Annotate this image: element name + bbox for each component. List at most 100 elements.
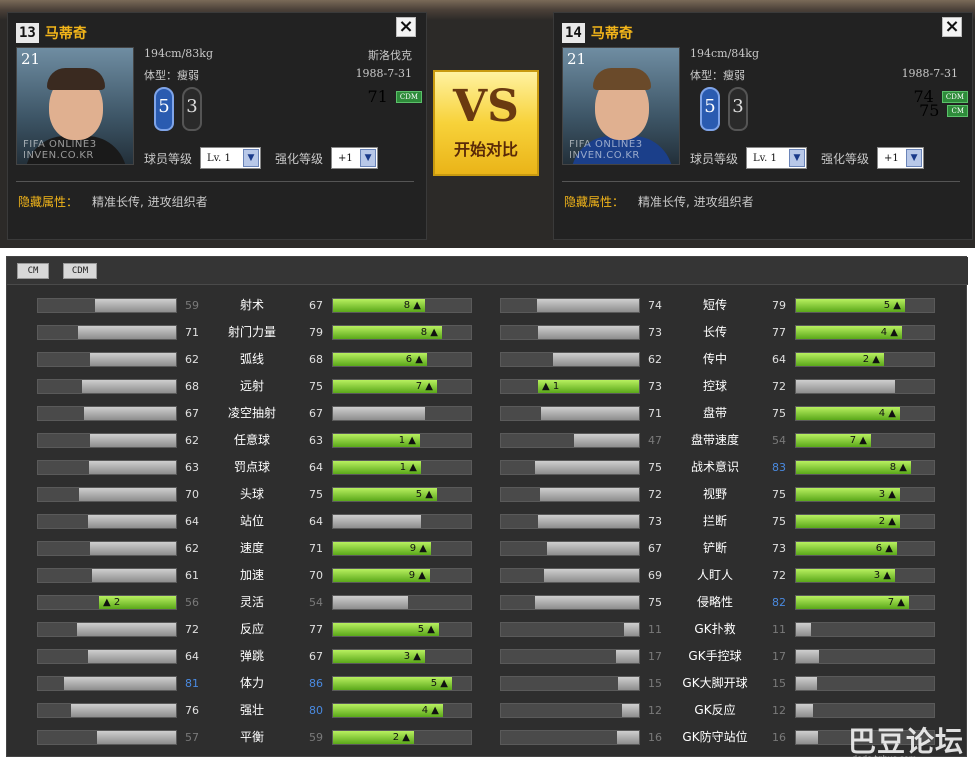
stat-label: 体力 [239,676,264,690]
stat-bar-player-2: 9 ▲ [332,541,472,556]
stat-value-player-2: 17 [772,650,786,663]
stat-diff: 8 ▲ [889,462,907,473]
stat-value-player-2: 64 [772,353,786,366]
stat-row: 69 人盯人 72 3 ▲ [7,561,968,588]
watermark-url: dodo.tgbus.com [852,754,917,763]
tab-cdm[interactable]: CDM [63,263,97,279]
stat-fill [537,299,639,312]
stat-fill [535,461,639,474]
tab-cm[interactable]: CM [17,263,49,279]
stat-fill [77,623,176,636]
player-number: 13 [16,23,39,43]
hidden-label: 隐藏属性： [564,195,625,209]
stat-value-player-2: 70 [309,569,323,582]
stat-value-player-1: 62 [648,353,662,366]
watermark-text: 巴豆论坛 [848,725,965,758]
stat-value-player-1: 73 [648,515,662,528]
stat-bar-player-1 [37,352,177,367]
stat-bar-player-1 [37,406,177,421]
stat-diff: 4 ▲ [878,408,896,419]
stat-bar-player-2: 2 ▲ [795,514,935,529]
stat-diff: ▲ 1 [542,381,560,392]
position-value: 75 [919,101,940,120]
stat-value-player-1: 12 [648,704,662,717]
stat-fill [616,650,639,663]
enhance-select[interactable]: +1 ▼ [331,147,379,169]
stat-value-player-2: 67 [309,407,323,420]
stat-label: 速度 [239,541,264,555]
stat-value-player-1: 17 [648,650,662,663]
stat-bar-player-1 [37,379,177,394]
hidden-text: 精准长传, 进攻组织者 [92,195,208,209]
stat-bar-player-1 [37,568,177,583]
close-icon[interactable]: × [396,17,416,37]
photo-watermark: FIFA ONLINE3 INVEN.CO.KR [569,139,643,161]
stat-label: GK反应 [694,703,736,717]
stat-bar-player-2 [795,730,935,745]
stat-fill: 5 ▲ [333,488,437,501]
stat-label: GK手控球 [688,649,742,663]
level-select[interactable]: Lv. 1 ▼ [200,147,262,169]
stat-fill: 9 ▲ [333,542,431,555]
stat-value-player-1: 74 [648,299,662,312]
stat-bar-player-1 [500,676,640,691]
stat-fill [617,731,639,744]
stat-row: 75 战术意识 83 8 ▲ [7,453,968,480]
stat-diff: 4 ▲ [421,705,439,716]
stat-row: 63 罚点球 64 1 ▲ [7,453,968,480]
stat-bar-player-1 [37,703,177,718]
level-select[interactable]: Lv. 1 ▼ [746,147,808,169]
player-rating: 21 [21,50,41,68]
stat-fill [574,434,639,447]
stat-value-player-1: 73 [648,380,662,393]
stat-value-player-2: 67 [309,299,323,312]
stat-diff: 1 ▲ [398,435,416,446]
top-strip: 13 马蒂奇 × 21 FIFA ONLINE3 INVEN.CO.KR 194… [0,0,975,248]
stat-bar-player-1 [37,649,177,664]
stat-value-player-2: 86 [309,677,323,690]
stat-fill: 2 ▲ [796,515,900,528]
close-icon[interactable]: × [942,17,962,37]
stat-label: 灵活 [239,595,264,609]
stat-fill: 2 ▲ [796,353,884,366]
level-row: 球员等级 Lv. 1 ▼ 强化等级 +1 ▼ [144,147,379,169]
stat-bar-player-1 [37,433,177,448]
stat-value-player-1: 16 [648,731,662,744]
stat-diff: 1 ▲ [399,462,417,473]
stat-value-player-2: 75 [309,488,323,501]
left-foot-icon: 5 [700,87,720,131]
stat-bar-player-1 [37,298,177,313]
stat-value-player-1: 69 [648,569,662,582]
stat-row: 57 平衡 59 2 ▲ [7,723,968,750]
stat-row: 72 视野 75 3 ▲ [7,480,968,507]
stat-value-player-2: 77 [309,623,323,636]
stat-bar-player-1 [37,676,177,691]
stat-bar-player-2 [332,406,472,421]
stat-row: 76 强壮 80 4 ▲ [7,696,968,723]
stat-value-player-2: 72 [772,380,786,393]
stat-label: 罚点球 [233,460,270,474]
stat-label: 控球 [702,379,727,393]
stat-value-player-1: 68 [185,380,199,393]
stat-bar-player-2: 8 ▲ [795,460,935,475]
stat-bar-player-1 [37,622,177,637]
card-header: 13 马蒂奇 [16,21,87,45]
stat-fill [82,380,176,393]
birth-date: 1988-7-31 [901,67,958,80]
chevron-down-icon: ▼ [906,149,923,167]
enhance-label: 强化等级 [821,151,870,166]
stat-fill [796,623,811,636]
stat-bar-player-2 [332,595,472,610]
stat-bar-player-1 [500,703,640,718]
stat-value-player-2: 63 [309,434,323,447]
enhance-select[interactable]: +1 ▼ [877,147,925,169]
stat-value-player-2: 75 [772,515,786,528]
stat-value-player-2: 75 [309,380,323,393]
vs-text: VS [453,81,519,132]
stat-bar-player-2 [795,703,935,718]
stat-fill: 3 ▲ [796,569,895,582]
start-compare-button[interactable]: VS 开始对比 [433,70,539,176]
stat-fill [540,488,639,501]
stat-row: 71 射门力量 79 8 ▲ [7,318,968,345]
stat-fill: 1 ▲ [333,461,421,474]
